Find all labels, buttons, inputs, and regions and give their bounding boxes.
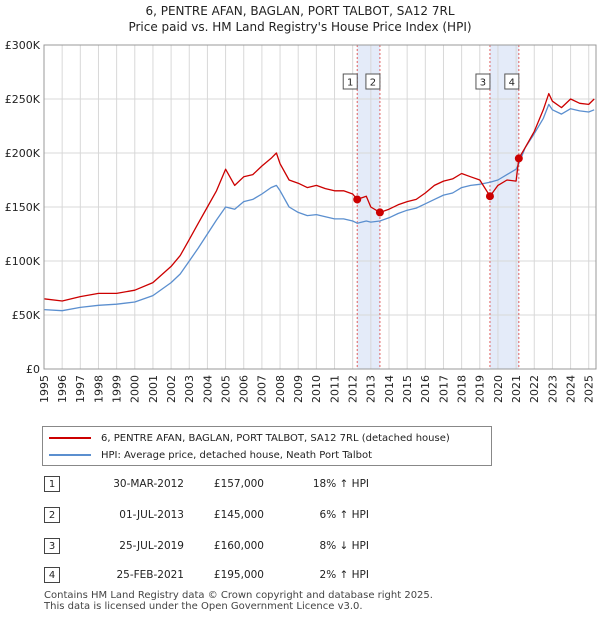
sale-hpi-change: 18% ↑ HPI	[312, 478, 369, 490]
sale-price: £145,000	[213, 509, 264, 521]
x-tick-label: 2004	[201, 375, 214, 403]
x-tick-label: 2001	[147, 375, 160, 403]
legend-hpi-label: HPI: Average price, detached house, Neat…	[101, 449, 373, 461]
x-tick-label: 2022	[528, 375, 541, 403]
x-tick-label: 2019	[474, 375, 487, 403]
sale-hpi-change: 6% ↑ HPI	[319, 509, 369, 521]
sale-row: 4 25-FEB-2021 £195,000 2% ↑ HPI	[44, 567, 464, 585]
sale-point	[514, 154, 523, 163]
sale-row: 2 01-JUL-2013 £145,000 6% ↑ HPI	[44, 507, 464, 525]
sale-marker-box	[504, 73, 520, 90]
sale-date: 01-JUL-2013	[119, 509, 184, 521]
x-tick-label: 2003	[183, 375, 196, 403]
sale-number-badge: 4	[44, 567, 60, 583]
sale-date: 30-MAR-2012	[113, 478, 184, 490]
chart-title: 6, PENTRE AFAN, BAGLAN, PORT TALBOT, SA1…	[145, 4, 455, 18]
y-tick-label: £200K	[5, 147, 41, 160]
x-tick-label: 2015	[401, 375, 414, 403]
plot-border	[43, 44, 597, 370]
x-tick-label: 2009	[292, 375, 305, 403]
x-tick-label: 2025	[583, 375, 596, 403]
sale-hpi-change: 8% ↓ HPI	[319, 540, 369, 552]
sale-point	[485, 192, 494, 201]
sale-marker-label: 3	[480, 78, 486, 89]
x-tick-label: 2021	[510, 375, 523, 403]
x-tick-label: 2013	[365, 375, 378, 403]
sale-marker-box	[342, 73, 358, 90]
x-tick-label: 2012	[347, 375, 360, 403]
sale-marker-label: 2	[370, 78, 376, 89]
x-tick-label: 2016	[419, 375, 432, 403]
sale-point	[375, 208, 384, 217]
x-tick-label: 1999	[110, 375, 123, 403]
y-tick-label: £0	[26, 363, 40, 376]
x-tick-label: 2000	[129, 375, 142, 403]
x-tick-label: 2020	[492, 375, 505, 403]
x-tick-label: 2024	[564, 375, 577, 403]
property-line-swatch	[49, 437, 91, 439]
sale-number-badge: 1	[44, 476, 60, 492]
sale-marker-box	[475, 73, 491, 90]
sale-hpi-change: 2% ↑ HPI	[319, 569, 369, 581]
x-tick-label: 2014	[383, 375, 396, 403]
sale-number-badge: 3	[44, 538, 60, 554]
x-tick-label: 1995	[38, 375, 51, 403]
x-tick-label: 2002	[165, 375, 178, 403]
y-tick-label: £250K	[5, 93, 41, 106]
hpi-line-swatch	[49, 454, 91, 456]
legend-property-label: 6, PENTRE AFAN, BAGLAN, PORT TALBOT, SA1…	[101, 432, 450, 444]
sale-row: 3 25-JUL-2019 £160,000 8% ↓ HPI	[44, 538, 464, 556]
sale-price: £160,000	[213, 540, 264, 552]
legend-item-property: 6, PENTRE AFAN, BAGLAN, PORT TALBOT, SA1…	[49, 430, 450, 446]
x-tick-label: 2007	[256, 375, 269, 403]
y-tick-label: £300K	[5, 39, 41, 52]
sale-marker-label: 1	[347, 78, 353, 89]
legend-item-hpi: HPI: Average price, detached house, Neat…	[49, 447, 372, 463]
x-tick-label: 2008	[274, 375, 287, 403]
price-chart: £0 £50K £100K £150K £200K £250K £300K 1995 1996 1…	[5, 39, 597, 403]
x-tick-label: 2011	[328, 375, 341, 403]
x-tick-label: 1996	[56, 375, 69, 403]
y-tick-label: £50K	[12, 309, 41, 322]
x-tick-label: 2018	[455, 375, 468, 403]
sale-number-badge: 2	[44, 507, 60, 523]
footer: Contains HM Land Registry data © Crown c…	[44, 590, 433, 612]
x-tick-label: 2017	[437, 375, 450, 403]
x-tick-label: 1998	[92, 375, 105, 403]
x-tick-label: 2006	[238, 375, 251, 403]
sale-row: 1 30-MAR-2012 £157,000 18% ↑ HPI	[44, 476, 464, 494]
legend: 6, PENTRE AFAN, BAGLAN, PORT TALBOT, SA1…	[42, 426, 492, 466]
chart-subtitle: Price paid vs. HM Land Registry's House …	[128, 20, 472, 34]
x-tick-label: 2010	[310, 375, 323, 403]
sale-marker-label: 4	[509, 78, 515, 89]
footer-licence: This data is licensed under the Open Gov…	[44, 601, 363, 612]
x-tick-label: 2005	[219, 375, 232, 403]
sale-date: 25-FEB-2021	[116, 569, 184, 581]
sale-price: £195,000	[213, 569, 264, 581]
sale-point	[353, 195, 362, 204]
y-tick-label: £100K	[5, 255, 41, 268]
y-tick-label: £150K	[5, 201, 41, 214]
sale-marker-box	[365, 73, 381, 90]
sale-date: 25-JUL-2019	[119, 540, 184, 552]
x-tick-label: 2023	[546, 375, 559, 403]
x-tick-label: 1997	[74, 375, 87, 403]
footer-copyright: Contains HM Land Registry data © Crown c…	[44, 590, 433, 601]
sale-price: £157,000	[213, 478, 264, 490]
